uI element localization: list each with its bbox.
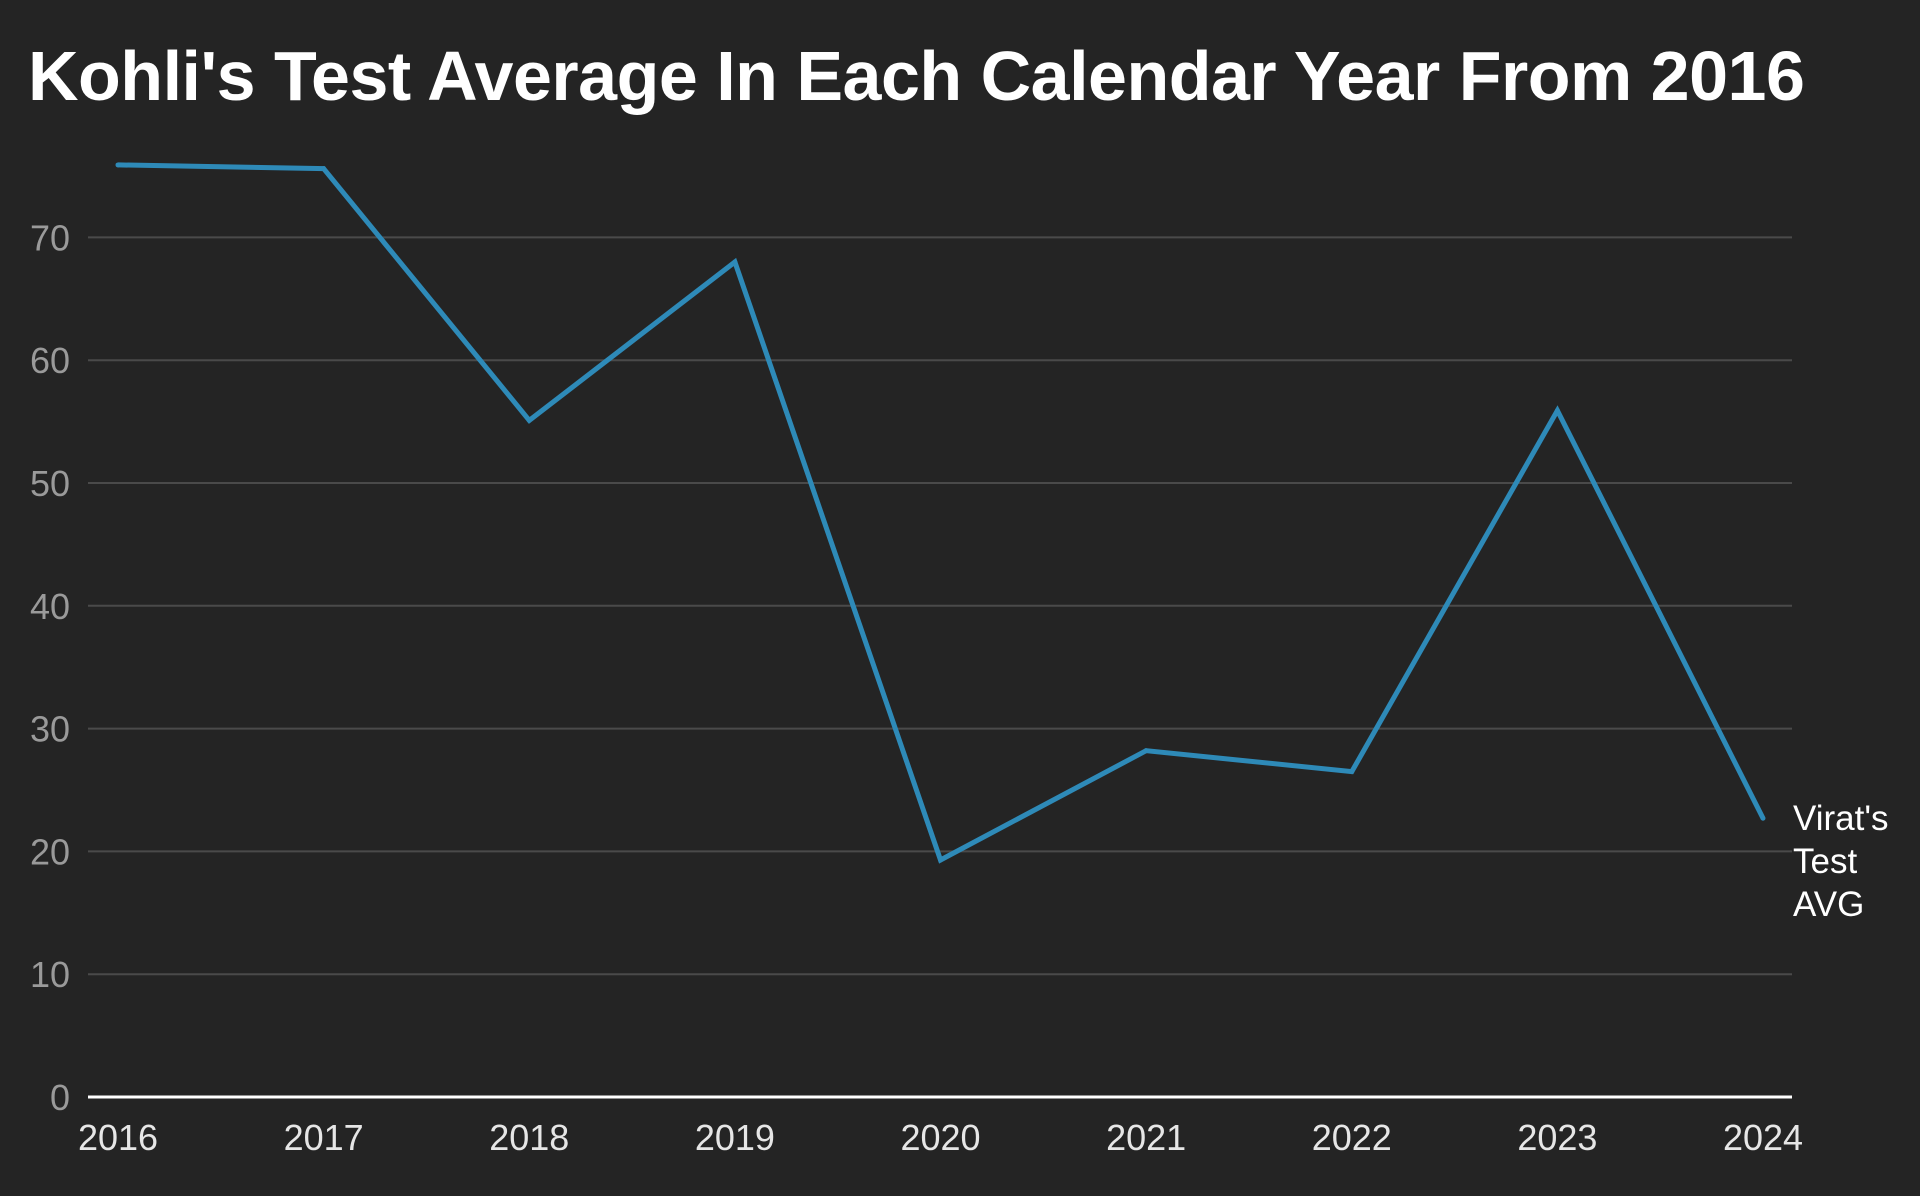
x-tick-label: 2017: [284, 1117, 364, 1158]
y-tick-label: 0: [50, 1077, 70, 1118]
data-point: [1760, 815, 1766, 821]
y-tick-label: 70: [30, 217, 70, 258]
series-label: Virat's Test AVG: [1793, 799, 1889, 924]
y-tick-label: 10: [30, 954, 70, 995]
y-tick-label: 50: [30, 463, 70, 504]
x-tick-label: 2022: [1312, 1117, 1392, 1158]
x-tick-label: 2021: [1106, 1117, 1186, 1158]
y-tick-label: 40: [30, 586, 70, 627]
x-tick-label: 2018: [489, 1117, 569, 1158]
data-point: [115, 162, 121, 168]
x-tick-label: 2023: [1517, 1117, 1597, 1158]
x-tick-label: 2016: [78, 1117, 158, 1158]
data-point: [732, 259, 738, 265]
series-line-0: [117, 162, 1766, 864]
chart-title: Kohli's Test Average In Each Calendar Ye…: [28, 37, 1805, 115]
data-point: [938, 857, 943, 863]
x-tick-label: 2019: [695, 1117, 775, 1158]
x-tick-label: 2020: [900, 1117, 980, 1158]
y-tick-label: 20: [30, 831, 70, 872]
y-tick-label: 60: [30, 340, 70, 381]
y-tick-label: 30: [30, 709, 70, 750]
data-point: [1143, 748, 1149, 754]
data-point: [1349, 769, 1355, 775]
data-point: [526, 417, 532, 423]
data-point: [1554, 408, 1560, 414]
x-tick-label: 2024: [1723, 1117, 1803, 1158]
data-point: [321, 166, 327, 172]
